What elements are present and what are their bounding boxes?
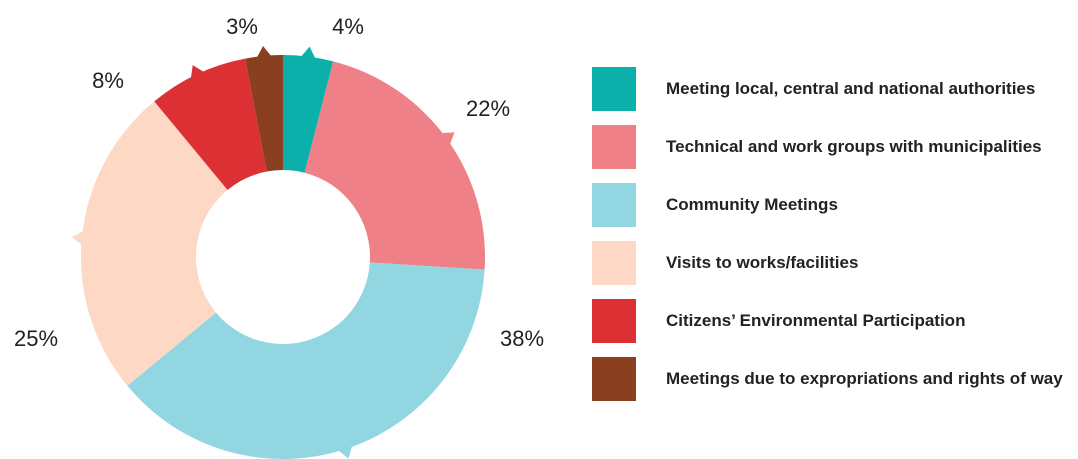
legend-label: Community Meetings <box>666 195 838 214</box>
value-label: 22% <box>466 96 510 121</box>
callout-tab <box>300 46 316 60</box>
callout-tab <box>71 230 85 247</box>
value-label: 3% <box>226 14 258 39</box>
legend-swatch <box>592 183 636 227</box>
value-label: 4% <box>332 14 364 39</box>
donut-segment <box>245 55 283 172</box>
legend-swatch <box>592 357 636 401</box>
donut-segment <box>80 101 228 386</box>
donut-segment <box>127 262 485 459</box>
legend-item: Community Meetings <box>592 183 1072 227</box>
value-label: 25% <box>14 326 58 351</box>
legend: Meeting local, central and national auth… <box>592 67 1072 415</box>
callout-tab <box>337 444 353 459</box>
legend-item: Technical and work groups with municipal… <box>592 125 1072 169</box>
donut-segment <box>304 61 485 270</box>
value-label: 38% <box>500 326 544 351</box>
donut-segment <box>283 55 334 173</box>
legend-item: Meetings due to expropriations and right… <box>592 357 1072 401</box>
legend-label: Visits to works/facilities <box>666 253 859 272</box>
legend-swatch <box>592 241 636 285</box>
value-label: 8% <box>92 68 124 93</box>
legend-item: Citizens’ Environmental Participation <box>592 299 1072 343</box>
donut-segment <box>154 58 267 190</box>
legend-item: Meeting local, central and national auth… <box>592 67 1072 111</box>
callout-tab <box>190 65 206 80</box>
legend-swatch <box>592 299 636 343</box>
legend-swatch <box>592 67 636 111</box>
callout-tab <box>256 45 273 59</box>
legend-item: Visits to works/facilities <box>592 241 1072 285</box>
legend-label: Meeting local, central and national auth… <box>666 79 1036 98</box>
callout-tab <box>439 132 455 147</box>
legend-swatch <box>592 125 636 169</box>
legend-label: Citizens’ Environmental Participation <box>666 311 966 330</box>
legend-label: Meetings due to expropriations and right… <box>666 369 1063 388</box>
legend-label: Technical and work groups with municipal… <box>666 137 1042 156</box>
